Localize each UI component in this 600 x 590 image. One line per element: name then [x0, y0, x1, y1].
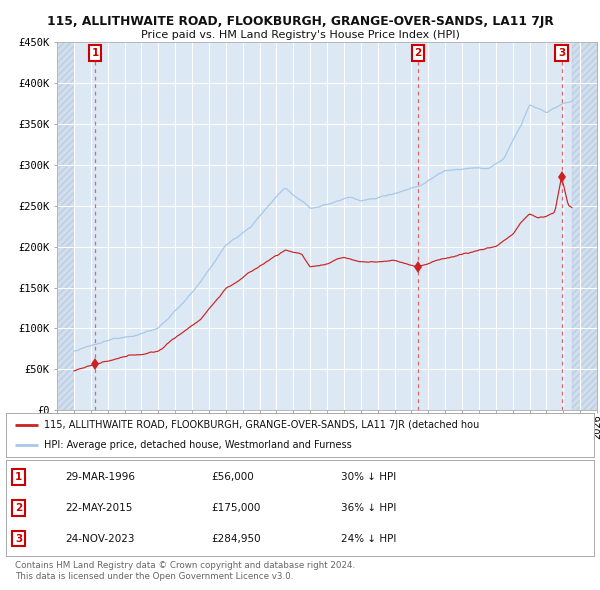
- Text: £175,000: £175,000: [212, 503, 261, 513]
- Bar: [572, 42, 597, 410]
- Text: £284,950: £284,950: [212, 533, 262, 543]
- Text: 115, ALLITHWAITE ROAD, FLOOKBURGH, GRANGE-OVER-SANDS, LA11 7JR: 115, ALLITHWAITE ROAD, FLOOKBURGH, GRANG…: [47, 15, 553, 28]
- Text: 2: 2: [415, 48, 422, 58]
- Text: 36% ↓ HPI: 36% ↓ HPI: [341, 503, 397, 513]
- Text: 115, ALLITHWAITE ROAD, FLOOKBURGH, GRANGE-OVER-SANDS, LA11 7JR (detached hou: 115, ALLITHWAITE ROAD, FLOOKBURGH, GRANG…: [44, 420, 479, 430]
- Text: 29-MAR-1996: 29-MAR-1996: [65, 473, 135, 483]
- Text: HPI: Average price, detached house, Westmorland and Furness: HPI: Average price, detached house, West…: [44, 440, 352, 450]
- Bar: [57, 42, 74, 410]
- Text: 30% ↓ HPI: 30% ↓ HPI: [341, 473, 397, 483]
- Text: 2: 2: [16, 503, 23, 513]
- Text: 3: 3: [16, 533, 23, 543]
- Text: 24-NOV-2023: 24-NOV-2023: [65, 533, 134, 543]
- Text: Contains HM Land Registry data © Crown copyright and database right 2024.
This d: Contains HM Land Registry data © Crown c…: [15, 560, 355, 581]
- Text: 3: 3: [558, 48, 565, 58]
- Text: 24% ↓ HPI: 24% ↓ HPI: [341, 533, 397, 543]
- Text: 1: 1: [91, 48, 98, 58]
- Text: £56,000: £56,000: [212, 473, 254, 483]
- Text: 1: 1: [16, 473, 23, 483]
- Text: 22-MAY-2015: 22-MAY-2015: [65, 503, 132, 513]
- Text: Price paid vs. HM Land Registry's House Price Index (HPI): Price paid vs. HM Land Registry's House …: [140, 30, 460, 40]
